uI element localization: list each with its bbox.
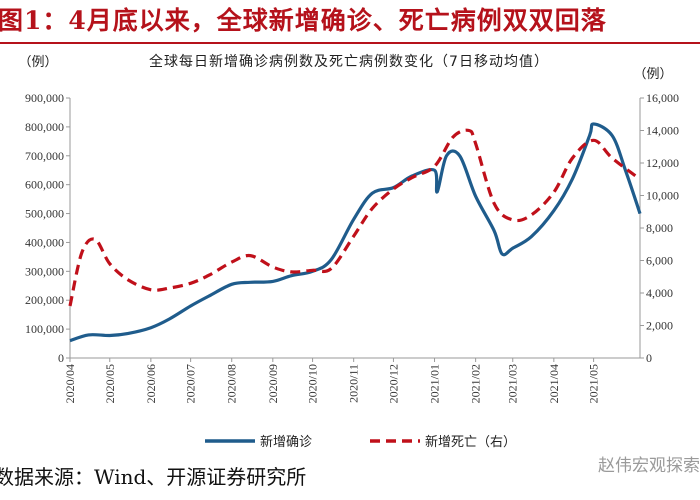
left-tick-label: 500,000 <box>25 207 64 221</box>
x-tick-label: 2021/05 <box>587 364 601 403</box>
source-note: 数据来源：Wind、开源证券研究所 <box>0 465 307 489</box>
x-tick-label: 2020/04 <box>63 364 77 403</box>
watermark: 赵伟宏观探索 <box>598 456 700 476</box>
left-tick-label: 100,000 <box>25 322 64 336</box>
series-group <box>68 122 642 343</box>
right-tick-label: 12,000 <box>646 156 679 170</box>
right-tick-label: 6,000 <box>646 254 673 268</box>
series-line-cases <box>69 122 642 343</box>
legend-label-cases: 新增确诊 <box>260 434 312 450</box>
right-tick-label: 16,000 <box>646 91 679 105</box>
x-tick-label: 2021/03 <box>506 364 520 403</box>
left-axis-unit: （例） <box>18 55 57 70</box>
x-tick-label: 2020/05 <box>103 364 117 403</box>
legend-label-deaths: 新增死亡（右） <box>425 434 516 450</box>
x-tick-label: 2020/07 <box>184 364 198 403</box>
x-tick-label: 2020/12 <box>386 364 400 403</box>
x-tick-label: 2020/08 <box>225 364 239 403</box>
right-tick-label: 2,000 <box>646 319 673 333</box>
left-tick-label: 300,000 <box>25 264 64 278</box>
right-tick-label: 10,000 <box>646 189 679 203</box>
right-tick-label: 8,000 <box>646 221 673 235</box>
x-tick-label: 2020/10 <box>306 364 320 403</box>
left-tick-label: 900,000 <box>25 91 64 105</box>
left-tick-label: 800,000 <box>25 120 64 134</box>
left-tick-label: 600,000 <box>25 178 64 192</box>
title-rule <box>0 42 700 44</box>
axes: 0 100,000 200,000 300,000 400,000 500,000 600,… <box>25 91 679 403</box>
left-tick-label: 400,000 <box>25 235 64 249</box>
legend: 新增确诊 新增死亡（右） <box>205 434 516 450</box>
left-tick-label: 0 <box>58 351 64 365</box>
right-tick-label: 0 <box>646 351 652 365</box>
x-tick-label: 2020/11 <box>347 364 361 403</box>
x-tick-label: 2021/04 <box>547 364 561 403</box>
figure-title: 图1：4月底以来，全球新增确诊、死亡病例双双回落 <box>0 6 607 35</box>
right-axis-unit: （例） <box>633 67 672 82</box>
x-tick-label: 2021/01 <box>428 364 442 403</box>
x-tick-label: 2020/06 <box>144 364 158 403</box>
right-tick-label: 14,000 <box>646 124 679 138</box>
left-tick-label: 200,000 <box>25 293 64 307</box>
left-tick-label: 700,000 <box>25 149 64 163</box>
series-line-deaths <box>68 128 641 307</box>
x-tick-label: 2021/02 <box>469 364 483 403</box>
chart-title: 全球每日新增确诊病例数及死亡病例数变化（7日移动均值） <box>149 53 549 70</box>
x-tick-label: 2020/09 <box>266 364 280 403</box>
right-tick-label: 4,000 <box>646 286 673 300</box>
